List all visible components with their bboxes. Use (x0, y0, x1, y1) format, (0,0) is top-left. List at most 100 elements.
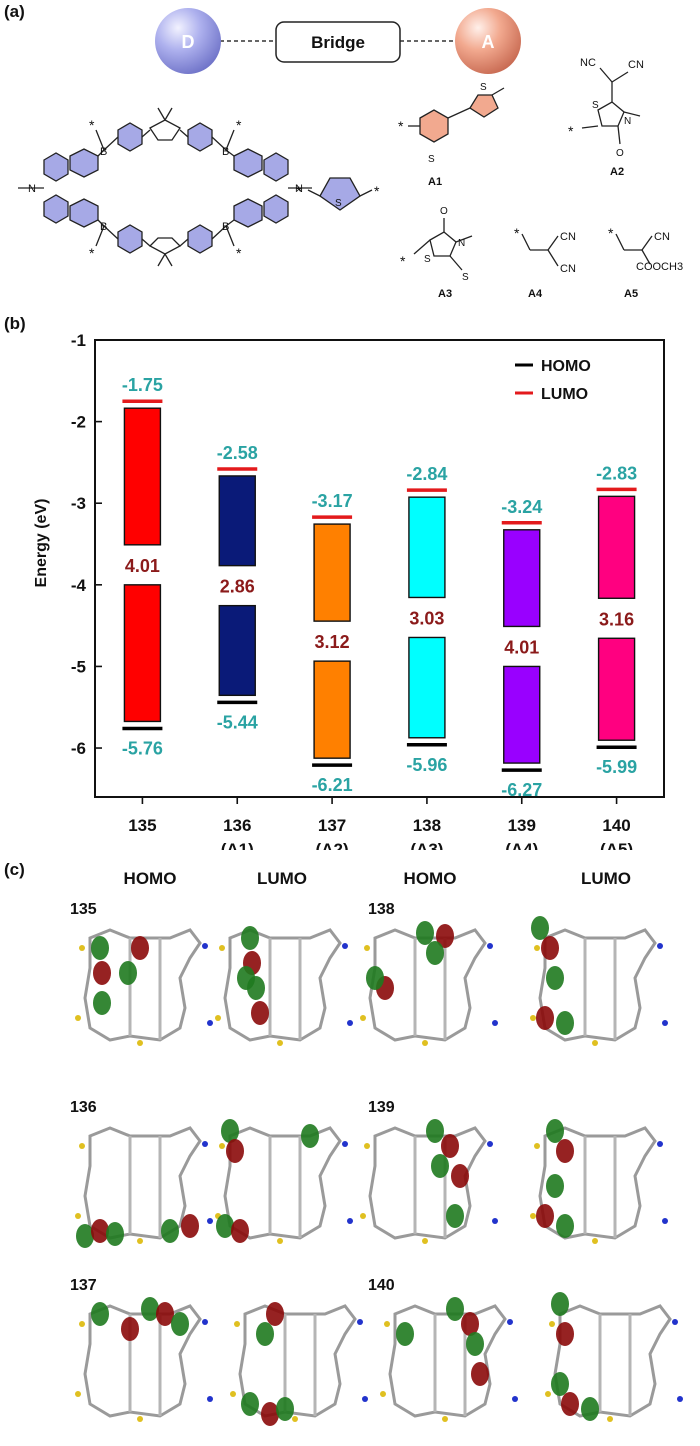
orbital-lobe (91, 936, 109, 960)
orbital-lobe (396, 1322, 414, 1346)
atom-marker (364, 945, 370, 951)
atom-marker (380, 1391, 386, 1397)
sulfur-atom: S (462, 272, 469, 283)
y-tick-label: -1 (71, 331, 86, 350)
orbital-lobe (181, 1214, 199, 1238)
acceptor-label-a5: A5 (624, 288, 638, 300)
lumo-value-label: -2.84 (406, 464, 447, 484)
atom-marker (219, 1143, 225, 1149)
gap-bar-upper (218, 475, 256, 567)
y-tick-label: -3 (71, 494, 86, 513)
nitrile-label: CN (560, 231, 576, 243)
molecular-skeleton (83, 928, 202, 1042)
x-tick-label: 139 (508, 816, 536, 835)
orbital-image (530, 1119, 668, 1244)
orbital-lobe (536, 1204, 554, 1228)
orbital-lobe (261, 1402, 279, 1426)
atom-marker (137, 1416, 143, 1422)
atom-marker (230, 1391, 236, 1397)
atom-marker (530, 1213, 536, 1219)
acceptor-label-a3: A3 (438, 288, 452, 300)
orbital-lobe (546, 1119, 564, 1143)
homo-value-label: -5.96 (406, 755, 447, 775)
molecular-skeleton (238, 1304, 357, 1418)
atom-marker (549, 1321, 555, 1327)
atom-marker (277, 1040, 283, 1046)
molecular-skeleton (83, 1126, 202, 1240)
atom-marker (219, 945, 225, 951)
acceptor-label: A (482, 32, 495, 52)
orbital-lobe (551, 1292, 569, 1316)
orbital-lobe (276, 1397, 294, 1421)
x-tick-label: (A5) (600, 840, 633, 850)
atom-marker (215, 1015, 221, 1021)
homo-value-label: -6.27 (501, 780, 542, 800)
atom-marker (202, 1319, 208, 1325)
lumo-value-label: -2.83 (596, 463, 637, 483)
atom-marker (422, 1238, 428, 1244)
atom-marker (607, 1416, 613, 1422)
orbital-images-panel: HOMO LUMO HOMO LUMO 135 138 136 139 137 … (70, 869, 683, 1426)
acceptor-a3-structure (413, 218, 473, 271)
attach-star: * (89, 117, 95, 133)
atom-marker (592, 1040, 598, 1046)
atom-marker (207, 1218, 213, 1224)
atom-marker (364, 1143, 370, 1149)
nitrogen-atom: N (28, 183, 36, 195)
gap-value-label: 4.01 (125, 556, 160, 576)
macrocycle-structure (43, 119, 289, 255)
x-tick-label: 135 (128, 816, 156, 835)
molecular-skeleton (583, 938, 617, 1040)
molecule-label: 135 (70, 901, 97, 918)
orbital-lobe (461, 1312, 479, 1336)
atom-marker (347, 1020, 353, 1026)
molecule-label: 138 (368, 901, 395, 918)
orbital-lobe (237, 966, 255, 990)
gap-bar-lower (597, 637, 636, 741)
atom-marker (234, 1321, 240, 1327)
oxygen-atom: O (616, 148, 624, 159)
atom-marker (422, 1040, 428, 1046)
orbital-lobe (301, 1124, 319, 1148)
orbital-lobe (226, 1139, 244, 1163)
atom-marker (79, 945, 85, 951)
atom-marker (362, 1396, 368, 1402)
atom-marker (347, 1218, 353, 1224)
atom-marker (360, 1213, 366, 1219)
nitrile-label: CN (628, 59, 644, 71)
homo-value-label: -6.21 (312, 775, 353, 795)
molecule-label: 140 (368, 1277, 395, 1294)
sulfur-atom: S (480, 82, 487, 93)
molecular-skeleton (268, 1136, 302, 1238)
attach-star: * (398, 118, 404, 134)
orbital-lobe (91, 1302, 109, 1326)
atom-marker (507, 1319, 513, 1325)
orbital-lobe (431, 1154, 449, 1178)
atom-marker (492, 1020, 498, 1026)
atom-marker (677, 1396, 683, 1402)
gap-bar-lower (218, 604, 256, 697)
lumo-value-label: -3.24 (501, 497, 542, 517)
orbital-lobe (446, 1297, 464, 1321)
ester-label: COOCH3 (636, 261, 683, 273)
orbital-lobe (466, 1332, 484, 1356)
atom-marker (357, 1319, 363, 1325)
atom-marker (207, 1020, 213, 1026)
atom-marker (207, 1396, 213, 1402)
attach-star: * (514, 225, 520, 241)
gap-value-label: 3.16 (599, 609, 634, 629)
atom-marker (137, 1040, 143, 1046)
orbital-lobe (536, 1006, 554, 1030)
sulfur-atom: S (335, 198, 342, 209)
orbital-lobe (471, 1362, 489, 1386)
plot-frame (94, 339, 665, 798)
orbital-lobe (141, 1297, 159, 1321)
atom-marker (75, 1213, 81, 1219)
orbital-lobe (231, 1219, 249, 1243)
x-tick-label: (A1) (221, 840, 254, 850)
atom-marker (662, 1218, 668, 1224)
x-tick-label: (A2) (316, 840, 349, 850)
nitrogen-atom: N (624, 116, 631, 127)
oxygen-atom: O (440, 206, 448, 217)
orbital-lobe (451, 1164, 469, 1188)
